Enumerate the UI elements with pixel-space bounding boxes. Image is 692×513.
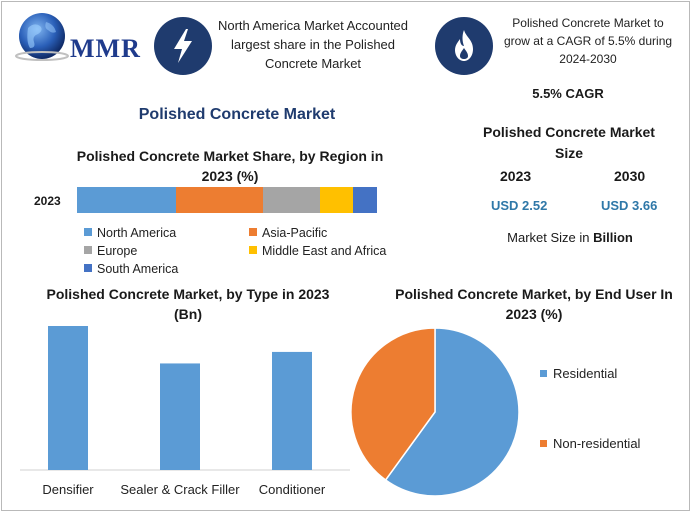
market-size-year-2030: 2030	[614, 168, 646, 184]
region-legend-europe: Europe	[84, 244, 137, 258]
type-tick-label-sealer-crack-filler: Sealer & Crack Filler	[120, 482, 240, 497]
region-chart-title: Polished Concrete Market Share, by Regio…	[76, 148, 384, 184]
region-bar-segment-south-america	[353, 187, 377, 213]
pie-slice-residential	[384, 327, 520, 497]
pie-legend-non-residential: Non-residential	[540, 436, 640, 451]
market-size-note-prefix: Market Size in	[507, 230, 590, 245]
legend-swatch	[84, 228, 92, 236]
legend-label: South America	[97, 262, 179, 276]
type-bar-densifier	[48, 326, 88, 470]
pie-slice-non-residential	[350, 327, 436, 482]
pie-chart-title: Polished Concrete Market, by End User In…	[395, 286, 673, 322]
region-legend-asia-pacific: Asia-Pacific	[249, 226, 327, 240]
legend-swatch	[84, 264, 92, 272]
lightning-icon	[174, 29, 192, 63]
region-stacked-bar	[77, 187, 377, 213]
market-size-note: Market Size in Billion	[490, 230, 650, 245]
main-title: Polished Concrete Market	[138, 106, 336, 123]
type-bar-conditioner	[272, 351, 312, 470]
legend-swatch	[84, 246, 92, 254]
region-bar-segment-north-america	[77, 187, 176, 213]
end-user-pie-chart	[350, 327, 520, 497]
pie-legend-residential: Residential	[540, 366, 617, 381]
cagr-value: 5.5% CAGR	[532, 86, 604, 101]
type-tick-label-densifier: Densifier	[42, 482, 94, 497]
header-icon-left	[154, 17, 212, 75]
region-legend-south-america: South America	[84, 262, 178, 276]
market-size-year-2023: 2023	[500, 168, 532, 184]
market-size-value-2030: USD 3.66	[601, 198, 658, 213]
market-size-note-unit: Billion	[593, 230, 633, 245]
logo: MMR	[14, 10, 144, 66]
legend-label: Residential	[553, 366, 618, 381]
flame-icon	[455, 30, 473, 61]
region-bar-segment-middle-east-and-africa	[320, 187, 353, 213]
market-size-title: Polished Concrete Market Size	[483, 124, 655, 161]
legend-label: Europe	[97, 244, 138, 258]
region-legend-north-america: North America	[84, 226, 176, 240]
logo-text: MMR	[70, 34, 141, 63]
type-bar-sealer-crack-filler	[160, 363, 200, 470]
legend-swatch	[249, 228, 257, 236]
legend-label: North America	[97, 226, 177, 240]
legend-label: Middle East and Africa	[262, 244, 387, 258]
market-size-value-2023: USD 2.52	[491, 198, 548, 213]
type-chart-title: Polished Concrete Market, by Type in 202…	[46, 286, 330, 322]
region-bar-segment-europe	[263, 187, 320, 213]
region-chart-category: 2023	[34, 194, 61, 208]
legend-swatch	[249, 246, 257, 254]
type-tick-label-conditioner: Conditioner	[259, 482, 326, 497]
region-bar-segment-asia-pacific	[176, 187, 263, 213]
header-text-right: Polished Concrete Market to grow at a CA…	[503, 16, 673, 66]
type-bar-chart: Densifier Sealer & Crack Filler Conditione…	[20, 326, 350, 497]
legend-label: Asia-Pacific	[262, 226, 328, 240]
header-icon-right	[435, 17, 493, 75]
legend-swatch	[540, 370, 547, 377]
region-legend-middle-east-and-africa: Middle East and Africa	[249, 244, 386, 258]
header-text-left: North America Market Accounted largest s…	[217, 18, 409, 71]
globe-icon	[15, 13, 69, 61]
legend-swatch	[540, 440, 547, 447]
legend-label: Non-residential	[553, 436, 641, 451]
